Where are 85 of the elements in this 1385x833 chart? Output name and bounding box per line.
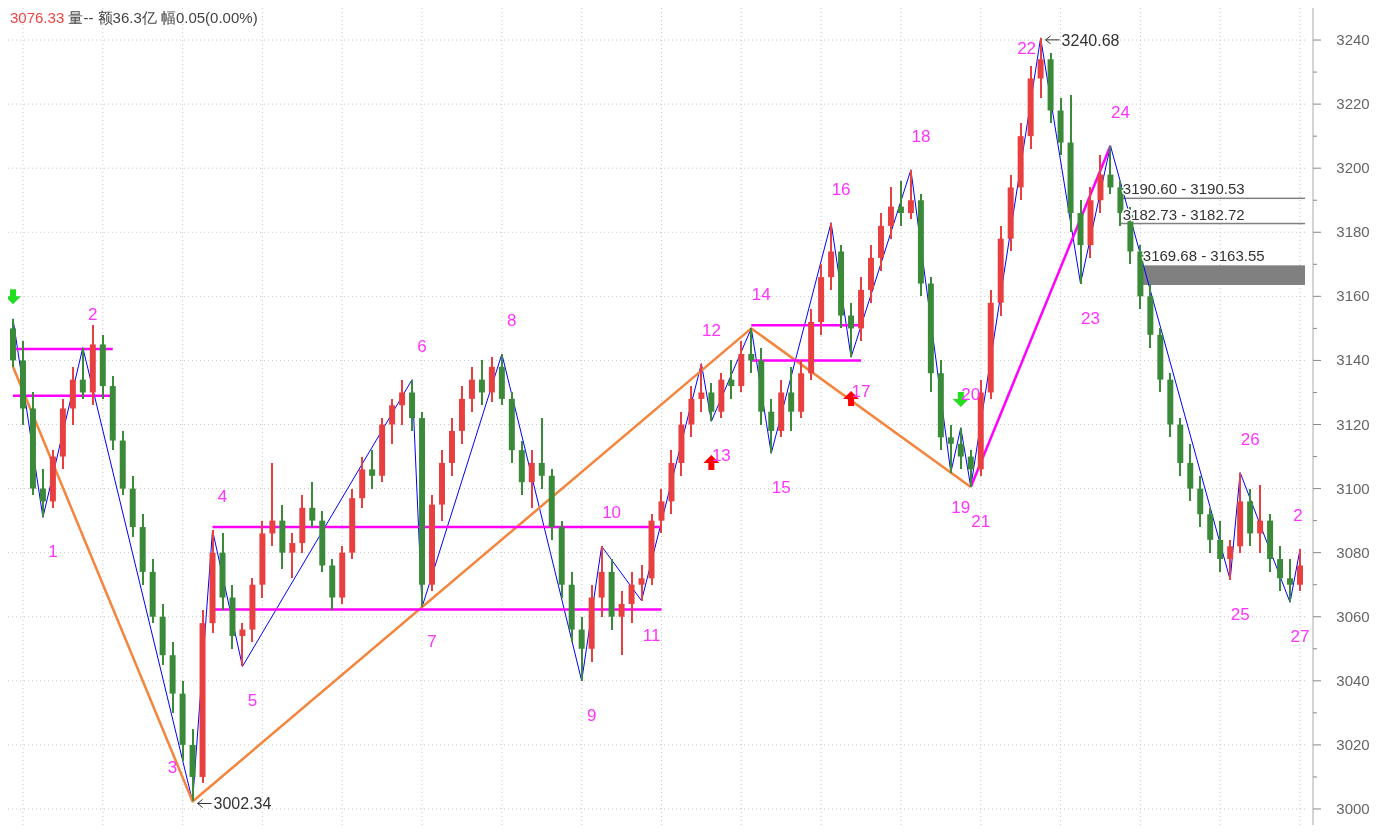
candlestick [538, 417, 545, 490]
annotation: 25 [1230, 604, 1250, 624]
annotation: 20 [961, 384, 981, 404]
annotation: 15 [771, 478, 791, 498]
y-tick-label: 3180 [1336, 223, 1370, 241]
data-label: 3240.68 [1061, 31, 1120, 49]
candlestick [468, 365, 475, 413]
candlestick [967, 449, 974, 488]
y-tick-label: 3100 [1336, 479, 1370, 497]
annotation: 1 [48, 542, 58, 562]
candlestick [728, 359, 735, 400]
candlestick [309, 481, 316, 529]
candlestick [907, 168, 914, 221]
annotation: 14 [751, 285, 771, 305]
candlestick [957, 426, 964, 471]
annotation: 23 [1081, 308, 1100, 328]
y-tick-label: 3220 [1336, 95, 1370, 113]
y-tick-label: 3020 [1336, 735, 1370, 753]
annotation: 5 [247, 691, 258, 711]
annotation: 24 [1110, 102, 1130, 122]
band-label: 3190.60 - 3190.53 [1122, 180, 1245, 198]
annotation: 9 [586, 705, 597, 725]
candlestick [1227, 538, 1234, 581]
annotation: 10 [602, 503, 622, 523]
y-tick-label: 3040 [1336, 671, 1370, 689]
candlestick [528, 449, 535, 509]
candlestick [389, 397, 396, 445]
candlestick [628, 570, 635, 625]
annotation: 27 [1290, 627, 1310, 647]
annotation: 4 [217, 487, 228, 507]
band-label: 3169.68 - 3163.55 [1142, 247, 1265, 265]
candlestick [239, 622, 246, 668]
y-tick-label: 3000 [1336, 799, 1370, 817]
candlestick [369, 449, 376, 490]
candlestick [658, 487, 665, 535]
candlestick [1257, 484, 1264, 554]
annotation: 21 [971, 511, 991, 531]
candlestick [848, 301, 855, 359]
candlestick [768, 397, 775, 455]
candlestick [708, 381, 715, 423]
y-tick-label: 3160 [1336, 287, 1370, 305]
candlestick [478, 359, 485, 407]
candlestick [1297, 548, 1304, 593]
candlestick [698, 362, 705, 413]
candlestick [1287, 558, 1294, 604]
candlestick [269, 461, 276, 548]
annotation: 16 [831, 179, 851, 199]
annotation: 12 [701, 320, 721, 340]
annotation: 18 [911, 126, 931, 146]
candlestick [1037, 36, 1044, 99]
annotation: 2 [88, 304, 98, 324]
y-tick-label: 3120 [1336, 415, 1370, 433]
y-tick-label: 3140 [1336, 351, 1370, 369]
annotation: 6 [417, 336, 427, 356]
chart-title: 3076.33 量-- 额36.3亿 幅0.05(0.00%) [10, 9, 258, 26]
candlestick [788, 365, 795, 432]
candlestick [289, 532, 296, 580]
candlestick [748, 327, 755, 375]
annotation: 8 [507, 311, 517, 331]
y-tick-label: 3060 [1336, 607, 1370, 625]
candlestick [399, 378, 406, 426]
annotation: 17 [851, 382, 871, 402]
candlestick [638, 564, 645, 602]
candlestick [1217, 519, 1224, 573]
candlestick [578, 615, 585, 682]
candlestick [1107, 144, 1114, 195]
annotation: 7 [427, 632, 437, 652]
annotation: 26 [1240, 429, 1260, 449]
annotation: 3 [167, 758, 178, 778]
candlestick [618, 590, 625, 657]
candlestick [887, 186, 894, 240]
annotation: 2 [1293, 506, 1303, 526]
y-tick-label: 3240 [1336, 31, 1370, 49]
data-label: 3002.34 [213, 795, 272, 813]
candlestick [79, 346, 86, 400]
annotation: 13 [711, 446, 731, 466]
y-tick-label: 3200 [1336, 159, 1370, 177]
y-tick-label: 3080 [1336, 543, 1370, 561]
candlestick [39, 468, 46, 519]
candlestick [897, 180, 904, 227]
annotation: 22 [1017, 38, 1037, 58]
candlestick [947, 423, 954, 474]
annotation: 11 [642, 625, 661, 645]
candlestick [1277, 545, 1284, 593]
annotation: 19 [951, 497, 971, 517]
